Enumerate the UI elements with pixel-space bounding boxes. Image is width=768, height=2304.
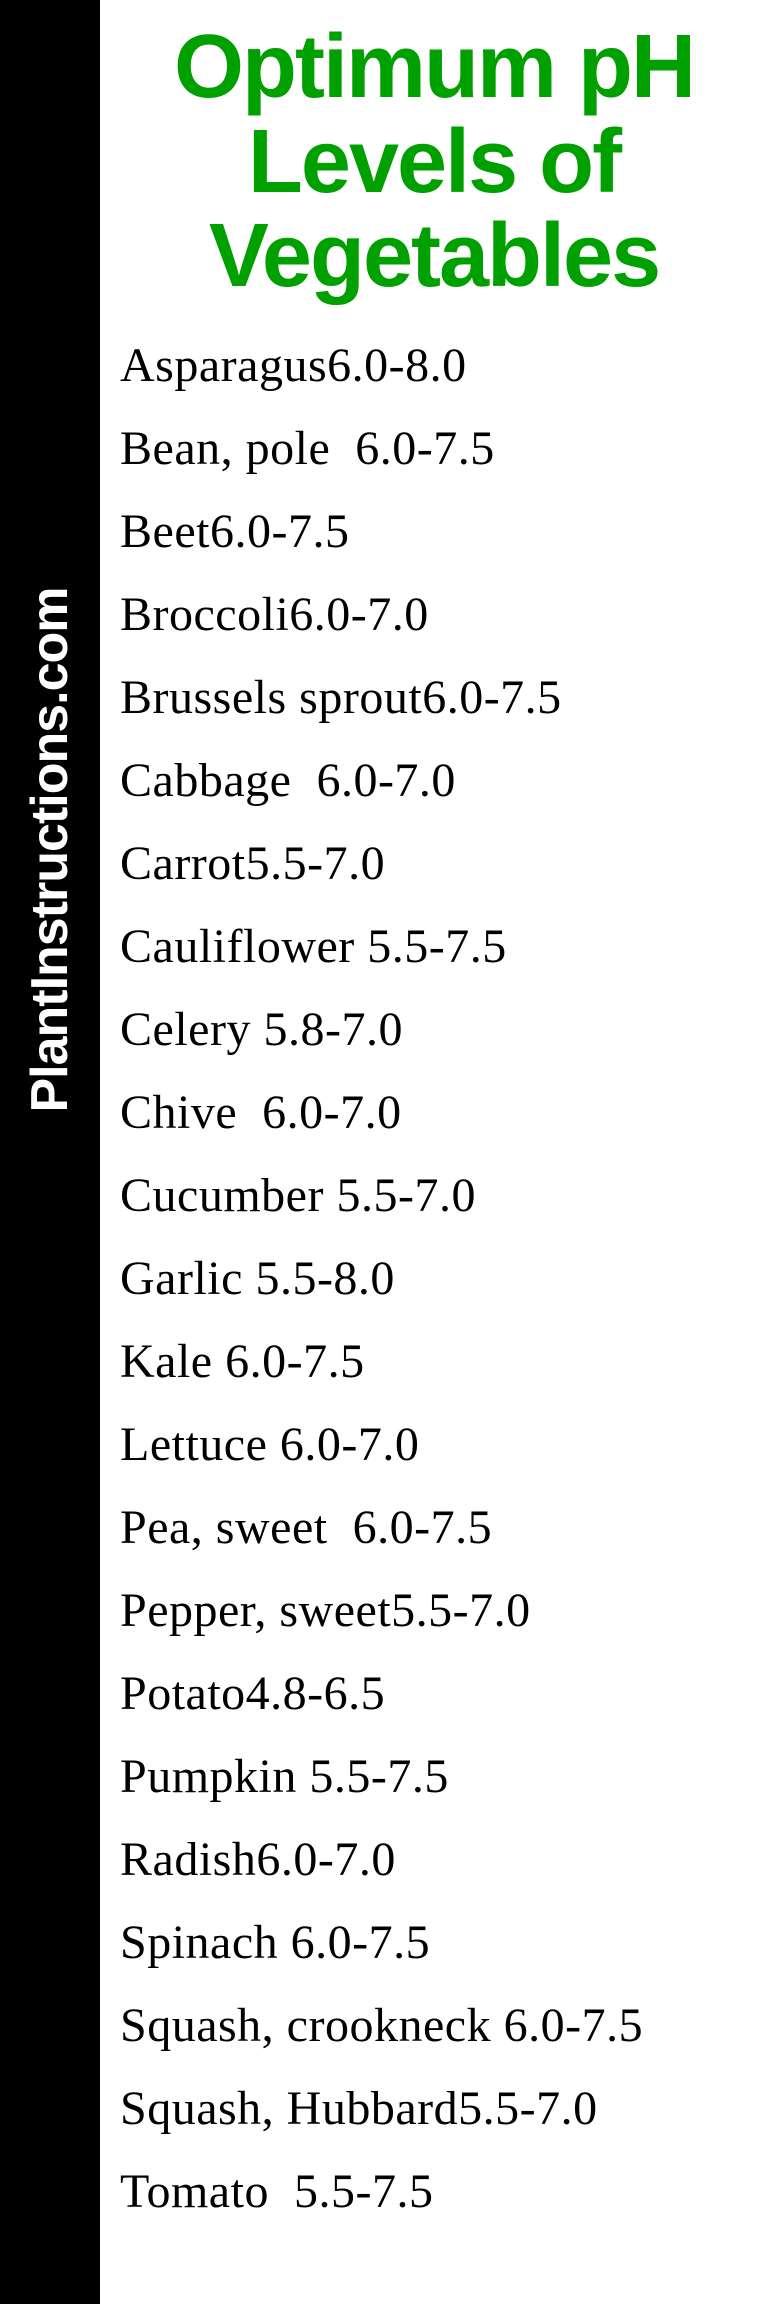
- vegetable-name: Tomato: [120, 2165, 269, 2218]
- vegetable-name: Kale: [120, 1335, 213, 1388]
- ph-range: 5.5-7.5: [367, 920, 506, 973]
- list-item: Garlic 5.5-8.0: [120, 1237, 758, 1320]
- list-item: Radish6.0-7.0: [120, 1818, 758, 1901]
- list-item: Pumpkin 5.5-7.5: [120, 1735, 758, 1818]
- list-item: Celery 5.8-7.0: [120, 988, 758, 1071]
- title-line-3: Vegetables: [100, 209, 768, 304]
- list-item: Squash, Hubbard5.5-7.0: [120, 2067, 758, 2150]
- vegetable-name: Celery: [120, 1003, 251, 1056]
- vegetable-name: Cucumber: [120, 1169, 324, 1222]
- vegetable-name: Spinach: [120, 1916, 278, 1969]
- separator: [491, 1999, 504, 2052]
- ph-range: 6.0-7.5: [355, 422, 494, 475]
- vegetable-name: Pumpkin: [120, 1750, 297, 1803]
- list-item: Bean, pole 6.0-7.5: [120, 407, 758, 490]
- vegetable-name: Asparagus: [120, 339, 327, 392]
- vegetable-name: Lettuce: [120, 1418, 267, 1471]
- vegetable-name: Squash, crookneck: [120, 1999, 491, 2052]
- separator: [355, 920, 368, 973]
- vegetable-name: Chive: [120, 1086, 237, 1139]
- list-item: Potato4.8-6.5: [120, 1652, 758, 1735]
- ph-range: 6.0-7.0: [280, 1418, 419, 1471]
- vegetable-name: Radish: [120, 1833, 256, 1886]
- separator: [278, 1916, 291, 1969]
- vegetable-name: Garlic: [120, 1252, 243, 1305]
- vegetable-name: Cabbage: [120, 754, 291, 807]
- separator: [297, 1750, 310, 1803]
- ph-range: 5.5-7.5: [294, 2165, 433, 2218]
- ph-range: 6.0-7.0: [289, 588, 428, 641]
- title-line-1: Optimum pH: [100, 20, 768, 115]
- ph-range: 6.0-7.0: [262, 1086, 401, 1139]
- ph-range: 5.8-7.0: [263, 1003, 402, 1056]
- list-item: Squash, crookneck 6.0-7.5: [120, 1984, 758, 2067]
- main-content: Optimum pH Levels of Vegetables Asparagu…: [100, 0, 768, 2304]
- list-item: Brussels sprout6.0-7.5: [120, 656, 758, 739]
- list-item: Cabbage 6.0-7.0: [120, 739, 758, 822]
- ph-range: 5.5-7.0: [336, 1169, 475, 1222]
- list-item: Tomato 5.5-7.5: [120, 2150, 758, 2233]
- source-website-text: PlantInstructions.com: [20, 587, 80, 1112]
- list-item: Kale 6.0-7.5: [120, 1320, 758, 1403]
- list-item: Pea, sweet 6.0-7.5: [120, 1486, 758, 1569]
- separator: [237, 1086, 262, 1139]
- ph-range: 6.0-7.0: [316, 754, 455, 807]
- vegetable-name: Potato: [120, 1667, 246, 1720]
- ph-range: 5.5-7.5: [309, 1750, 448, 1803]
- vegetable-ph-list: Asparagus6.0-8.0Bean, pole 6.0-7.5Beet6.…: [100, 324, 768, 2234]
- list-item: Cauliflower 5.5-7.5: [120, 905, 758, 988]
- vegetable-name: Cauliflower: [120, 920, 355, 973]
- list-item: Carrot5.5-7.0: [120, 822, 758, 905]
- ph-range: 6.0-7.5: [225, 1335, 364, 1388]
- list-item: Broccoli6.0-7.0: [120, 573, 758, 656]
- vegetable-name: Squash, Hubbard: [120, 2082, 458, 2135]
- list-item: Lettuce 6.0-7.0: [120, 1403, 758, 1486]
- ph-range: 5.5-7.0: [391, 1584, 530, 1637]
- list-item: Pepper, sweet5.5-7.0: [120, 1569, 758, 1652]
- separator: [269, 2165, 294, 2218]
- separator: [267, 1418, 280, 1471]
- ph-range: 5.5-7.0: [458, 2082, 597, 2135]
- separator: [324, 1169, 337, 1222]
- ph-range: 5.5-7.0: [246, 837, 385, 890]
- list-item: Spinach 6.0-7.5: [120, 1901, 758, 1984]
- vegetable-name: Beet: [120, 505, 210, 558]
- ph-range: 4.8-6.5: [246, 1667, 385, 1720]
- separator: [251, 1003, 264, 1056]
- ph-range: 5.5-8.0: [255, 1252, 394, 1305]
- ph-range: 6.0-8.0: [327, 339, 466, 392]
- page-title: Optimum pH Levels of Vegetables: [100, 0, 768, 324]
- list-item: Cucumber 5.5-7.0: [120, 1154, 758, 1237]
- ph-range: 6.0-7.5: [504, 1999, 643, 2052]
- title-line-2: Levels of: [100, 115, 768, 210]
- separator: [328, 1501, 353, 1554]
- vegetable-name: Carrot: [120, 837, 246, 890]
- ph-range: 6.0-7.5: [291, 1916, 430, 1969]
- separator: [243, 1252, 256, 1305]
- list-item: Asparagus6.0-8.0: [120, 324, 758, 407]
- vegetable-name: Pea, sweet: [120, 1501, 328, 1554]
- ph-range: 6.0-7.5: [353, 1501, 492, 1554]
- ph-range: 6.0-7.5: [422, 671, 561, 724]
- ph-range: 6.0-7.5: [210, 505, 349, 558]
- list-item: Chive 6.0-7.0: [120, 1071, 758, 1154]
- separator: [291, 754, 316, 807]
- ph-range: 6.0-7.0: [256, 1833, 395, 1886]
- separator: [213, 1335, 226, 1388]
- vegetable-name: Pepper, sweet: [120, 1584, 391, 1637]
- vegetable-name: Broccoli: [120, 588, 289, 641]
- separator: [330, 422, 355, 475]
- black-sidebar: PlantInstructions.com: [0, 0, 100, 2304]
- list-item: Beet6.0-7.5: [120, 490, 758, 573]
- vegetable-name: Bean, pole: [120, 422, 330, 475]
- vegetable-name: Brussels sprout: [120, 671, 422, 724]
